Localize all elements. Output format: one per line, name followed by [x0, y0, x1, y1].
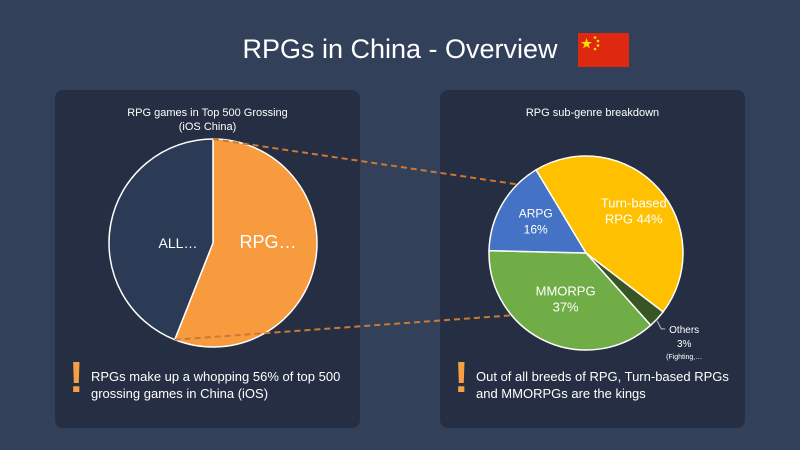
left-takeaway-text: RPGs make up a whopping 56% of top 500 g… [91, 369, 341, 401]
right-pie-label-1-line-1: 3% [677, 339, 692, 350]
right-chart-title: RPG sub-genre breakdown [525, 107, 660, 119]
right-takeaway-text: Out of all breeds of RPG, Turn-based RPG… [476, 369, 729, 401]
left-takeaway: ! RPGs make up a whopping 56% of top 500… [69, 353, 350, 402]
china-flag-icon [578, 33, 629, 67]
page-title: RPGs in China - Overview [0, 34, 800, 65]
connector-line-bottom [174, 314, 512, 341]
right-pie-label-0: Turn-based RPG 44% [601, 195, 667, 226]
right-pie-slice-0 [535, 155, 684, 313]
right-pie-label-1-line-0: Others [669, 325, 699, 336]
right-pie-label-2: MMORPG 37% [536, 283, 596, 314]
right-takeaway: ! Out of all breeds of RPG, Turn-based R… [454, 353, 735, 402]
left-pie-slice-1 [108, 138, 214, 341]
left-pie-label-1: ALL… [159, 235, 198, 251]
connector-line-top [212, 138, 518, 186]
right-pie-slice-2 [488, 249, 652, 351]
left-pie-slice-0 [173, 138, 318, 348]
left-chart-title: RPG games in Top 500 Grossing (iOS China… [127, 107, 288, 133]
exclamation-icon: ! [454, 353, 469, 402]
right-pie-label-1-line-2: (Fighting,… [666, 354, 702, 361]
right-pie-slice-3 [488, 168, 588, 254]
left-pie-label-0: RPG… [239, 232, 296, 252]
others-leader-line [656, 320, 666, 330]
page-title-text: RPGs in China - Overview [242, 34, 558, 64]
exclamation-icon: ! [69, 353, 84, 402]
right-pie-label-3: ARPG 16% [519, 207, 553, 237]
